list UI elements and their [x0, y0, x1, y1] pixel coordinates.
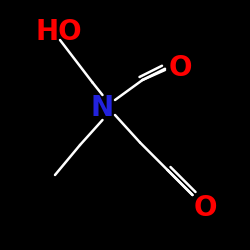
Text: O: O: [168, 54, 192, 82]
Text: O: O: [193, 194, 217, 222]
Text: HO: HO: [35, 18, 82, 46]
Text: N: N: [91, 94, 114, 122]
